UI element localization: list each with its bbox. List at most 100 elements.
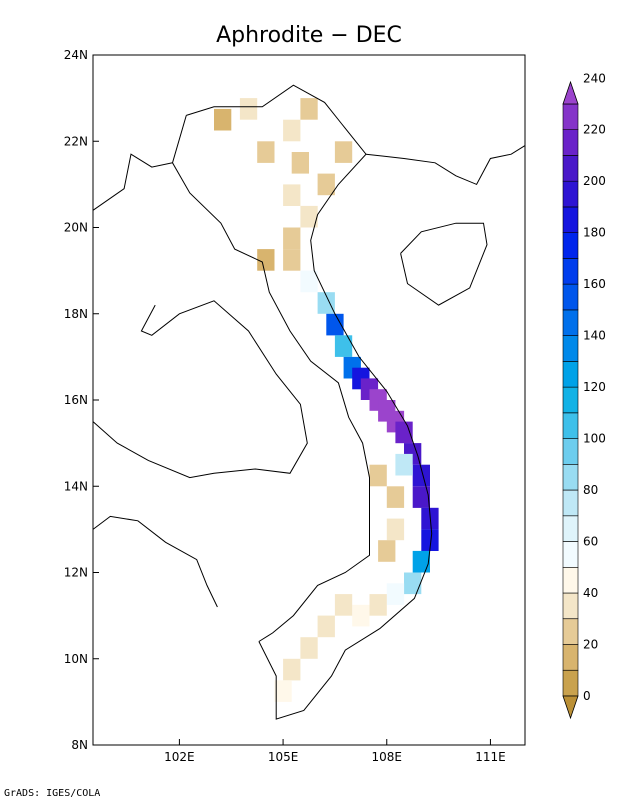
colorbar-swatch-11: [562, 386, 579, 414]
colorbar-label-7: 140: [583, 329, 606, 343]
lat-tick-label-0: 8N: [71, 738, 88, 752]
colorbar-swatch-6: [562, 515, 579, 542]
grid-cell-25: [412, 464, 430, 487]
colorbar-swatch-18: [562, 206, 579, 234]
grid-cell-37: [283, 658, 301, 681]
lat-tick-label-2: 12N: [64, 566, 88, 580]
grid-cell-36: [300, 637, 318, 659]
lon-tick-label-1: 105E: [268, 750, 299, 764]
lon-tick-label-2: 108E: [372, 750, 403, 764]
colorbar-swatch-8: [562, 463, 579, 491]
grid-cell-6: [317, 173, 335, 196]
coastline-6: [92, 515, 218, 608]
grid-cell-31: [386, 583, 405, 605]
colorbar-swatch-13: [562, 335, 579, 362]
lat-tick-label-5: 18N: [64, 307, 88, 321]
lat-tick-label-4: 16N: [64, 393, 88, 407]
grid-cell-42: [369, 464, 387, 487]
colorbar-label-4: 80: [583, 483, 598, 497]
grid-cell-34: [334, 594, 353, 616]
colorbar-swatch-10: [562, 412, 579, 439]
map-title: Aphrodite − DEC: [216, 23, 402, 48]
colorbar-label-12: 240: [583, 71, 606, 85]
coastline-1: [171, 115, 370, 642]
grid-cell-30: [404, 572, 422, 595]
grid-cell-13: [300, 270, 318, 293]
longitude-ticks: 102E 105E 108E 111E: [164, 739, 506, 764]
colorbar-swatch-4: [562, 566, 579, 594]
colorbar-swatch-2: [562, 618, 579, 645]
colorbar-label-11: 220: [583, 123, 606, 137]
colorbar-swatch-14: [562, 309, 579, 336]
grid-cell-11: [257, 249, 275, 271]
grid-cell-35: [317, 615, 335, 638]
grid-cell-39: [386, 486, 405, 508]
latitude-ticks: 8N 10N 12N 14N 16N 18N 20N 22N 24N: [64, 48, 99, 752]
lat-tick-label-7: 22N: [64, 134, 88, 148]
colorbar-label-2: 40: [583, 586, 598, 600]
coastline-5: [92, 300, 308, 479]
lon-tick-label-3: 111E: [475, 750, 506, 764]
coastlines: [92, 84, 526, 720]
grid-cell-10: [283, 227, 301, 250]
colorbar-label-3: 60: [583, 535, 598, 549]
grid-cell-1: [239, 98, 258, 120]
colorbar-label-10: 200: [583, 174, 606, 188]
coastline-2: [400, 222, 488, 306]
colorbar-swatch-19: [562, 180, 579, 208]
lat-tick-label-3: 14N: [64, 479, 88, 493]
grid-cell-28: [421, 529, 439, 551]
grid-cell-29: [412, 550, 430, 573]
grid-cell-41: [378, 540, 396, 562]
colorbar-label-5: 100: [583, 432, 606, 446]
colorbar-swatch-22: [562, 103, 579, 131]
colorbar-swatch-15: [562, 283, 579, 311]
lat-tick-label-1: 10N: [64, 652, 88, 666]
colorbar-swatch-9: [562, 438, 579, 465]
colorbar-swatch-3: [562, 592, 579, 620]
grid-cell-12: [283, 249, 301, 271]
grid-cell-8: [283, 184, 301, 206]
colorbar-swatch-21: [562, 129, 579, 156]
grid-cell-5: [291, 152, 309, 174]
grid-cell-16: [334, 335, 353, 357]
colorbar-swatch-20: [562, 155, 579, 182]
coastline-0: [186, 84, 433, 720]
precipitation-field: [214, 98, 439, 702]
grid-cell-4: [257, 141, 275, 163]
colorbar-swatch-12: [562, 361, 579, 388]
grid-cell-26: [412, 486, 430, 508]
colorbar-legend: 0 20 40 60 80 100 120 140 160 180 200 220 240: [562, 71, 606, 720]
grid-cell-3: [300, 98, 318, 120]
colorbar-swatch-16: [562, 258, 579, 285]
colorbar-under-arrow: [562, 695, 579, 720]
colorbar-label-0: 0: [583, 689, 591, 703]
grid-cell-7: [334, 141, 353, 163]
colorbar-label-8: 160: [583, 277, 606, 291]
grid-cell-15: [326, 313, 344, 336]
colorbar-swatch-7: [562, 489, 579, 517]
colorbar-swatch-0: [562, 669, 579, 697]
coastline-4: [92, 153, 173, 211]
colorbar-label-6: 120: [583, 380, 606, 394]
colorbar-swatch-5: [562, 541, 579, 568]
colorbar-swatch-17: [562, 232, 579, 259]
grid-cell-9: [300, 205, 318, 228]
grid-cell-38: [274, 680, 292, 702]
colorbar-label-9: 180: [583, 226, 606, 240]
lat-tick-label-6: 20N: [64, 221, 88, 235]
lon-tick-label-0: 102E: [164, 750, 195, 764]
grid-cell-33: [352, 604, 370, 627]
lat-tick-label-8: 24N: [64, 48, 88, 62]
grid-cell-40: [386, 518, 405, 541]
grid-cell-0: [214, 108, 232, 131]
map-area: 102E 105E 108E 111E 8N 10N 12N 14N 16N 18N 20N 22N…: [64, 48, 526, 764]
coastline-3: [365, 145, 526, 186]
colorbar-swatch-1: [562, 644, 579, 671]
credit-label: GrADS: IGES/COLA: [4, 788, 100, 799]
grid-cell-2: [283, 119, 301, 142]
grid-cell-14: [317, 292, 335, 314]
colorbar-label-1: 20: [583, 638, 598, 652]
grid-cell-43: [395, 453, 413, 476]
